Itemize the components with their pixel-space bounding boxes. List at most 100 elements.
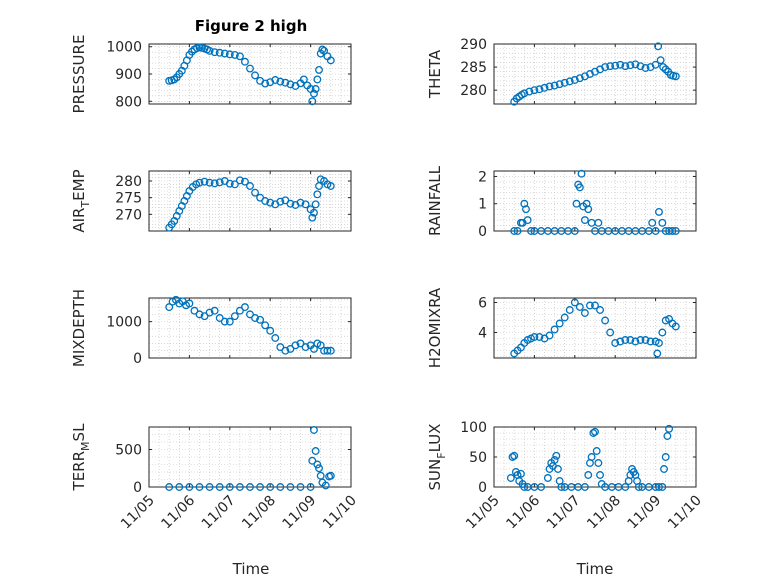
x-tick-label: 11/07 [544, 493, 584, 533]
x-tick-label: 11/09 [280, 493, 320, 533]
data-point [311, 200, 320, 209]
data-point [205, 46, 214, 55]
x-tick-label: 11/08 [239, 493, 279, 533]
x-tick-label: 11/06 [158, 492, 198, 532]
data-point [651, 227, 660, 235]
data-point [557, 483, 566, 491]
data-point [195, 483, 204, 491]
data-point [205, 178, 214, 187]
data-point [530, 333, 539, 341]
data-point [225, 317, 234, 326]
data-point [215, 483, 224, 491]
data-point [575, 303, 584, 311]
data-point [560, 313, 569, 322]
y-axis-label-air_temp: AIRTEMP [70, 169, 92, 232]
data-point [246, 182, 254, 190]
data-point [200, 312, 209, 321]
data-point [220, 49, 229, 58]
data-point [271, 76, 280, 84]
data-point [651, 60, 660, 69]
data-point [251, 71, 259, 80]
data-point [580, 309, 589, 317]
data-point [659, 63, 668, 72]
data-point [641, 64, 650, 72]
data-point [591, 427, 599, 436]
data-point [575, 74, 584, 83]
data-point [543, 474, 552, 482]
data-point [261, 321, 270, 330]
data-point [591, 301, 599, 310]
y-tick-label: 290 [460, 37, 487, 53]
data-point [276, 483, 285, 491]
data-point [660, 465, 668, 473]
data-point [535, 333, 544, 341]
x-tick-label: 11/05 [118, 493, 158, 533]
y-axis-label-h2omixra: H2OMIXRA [426, 287, 444, 368]
data-point [606, 62, 615, 71]
axes-box [148, 426, 352, 488]
data-point [296, 198, 305, 207]
data-point [570, 227, 579, 235]
data-point [587, 453, 596, 461]
data-point [634, 483, 643, 491]
data-point [281, 346, 290, 355]
y-tick-label: 500 [115, 443, 142, 459]
data-point [530, 86, 539, 95]
data-point [555, 319, 564, 328]
axes-box [493, 43, 697, 105]
data-point [240, 303, 249, 312]
y-tick-label: 275 [115, 191, 142, 207]
data-point [326, 346, 335, 355]
data-point [611, 339, 620, 347]
data-point [210, 306, 219, 315]
y-tick-label: 0 [478, 224, 487, 240]
data-point [565, 77, 574, 86]
data-point [225, 483, 234, 491]
data-point [520, 483, 529, 491]
axes-box [148, 297, 352, 359]
panel-sun_flux: 11/05 11/06 11/07 11/08 11/09 11/10 0 50 100 SUNF… [426, 420, 705, 532]
data-point [291, 341, 300, 350]
data-point [310, 344, 318, 353]
data-point [230, 50, 239, 59]
data-point [592, 447, 601, 455]
data-point [276, 343, 285, 352]
data-point [636, 336, 645, 344]
data-point [210, 179, 219, 188]
data-point [326, 471, 335, 480]
data-point [658, 328, 667, 337]
data-point [256, 483, 265, 491]
data-point [555, 80, 564, 89]
data-point [230, 312, 239, 321]
data-point [313, 75, 322, 84]
data-point [510, 227, 519, 235]
data-point [318, 45, 327, 54]
panel-theta: 280 285 290 THETA [426, 37, 697, 106]
y-axis-label-rainfall: RAINFALL [426, 165, 444, 236]
y-tick-label: 1000 [106, 40, 142, 56]
x-tick-label: 11/09 [625, 493, 665, 533]
data-point [520, 199, 529, 208]
data-point [230, 180, 239, 189]
data-point [313, 190, 322, 199]
data-point [235, 176, 244, 185]
data-point [656, 56, 665, 65]
x-tick-label: 11/10 [320, 493, 360, 533]
data-point [321, 481, 330, 490]
data-point [661, 453, 670, 461]
data-point [215, 178, 224, 187]
y-tick-label: 4 [478, 326, 487, 342]
data-point [671, 227, 680, 235]
data-point [648, 218, 657, 227]
y-tick-label: 0 [133, 480, 142, 496]
data-point [276, 77, 285, 86]
data-point [200, 177, 209, 186]
data-point [276, 197, 285, 206]
data-point [266, 483, 275, 491]
data-point [626, 61, 635, 70]
data-point [616, 60, 625, 69]
data-point [296, 483, 305, 491]
data-point [286, 199, 295, 208]
y-tick-label: 900 [115, 67, 142, 83]
